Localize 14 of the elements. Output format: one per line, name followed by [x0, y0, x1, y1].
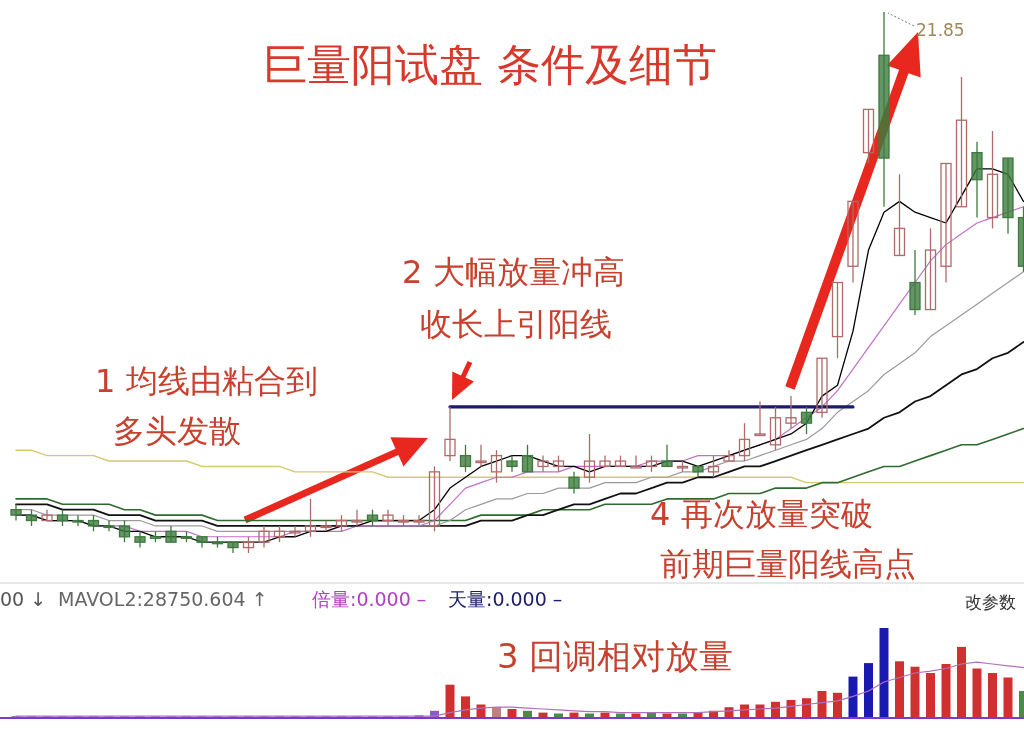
text: 00 ↓	[0, 588, 47, 610]
annotation: 2 大幅放量冲高	[402, 253, 625, 291]
annotation: 收长上引阳线	[420, 305, 612, 343]
text: 巨量阳试盘 条件及细节	[263, 39, 717, 90]
annotation: 前期巨量阳线高点	[660, 545, 916, 583]
text: 倍量:0.000 –	[312, 588, 427, 610]
annotation: 4 再次放量突破	[650, 495, 873, 533]
annotation: 21.85	[916, 20, 965, 40]
text: 天量:0.000 –	[448, 588, 563, 610]
annotation: 3 回调相对放量	[497, 636, 734, 676]
text: 改参数	[965, 592, 1016, 612]
annotation: 1 均线由粘合到	[95, 362, 318, 400]
annotation: 多头发散	[113, 412, 241, 450]
text: MAVOL2:28750.604 ↑	[58, 588, 268, 610]
